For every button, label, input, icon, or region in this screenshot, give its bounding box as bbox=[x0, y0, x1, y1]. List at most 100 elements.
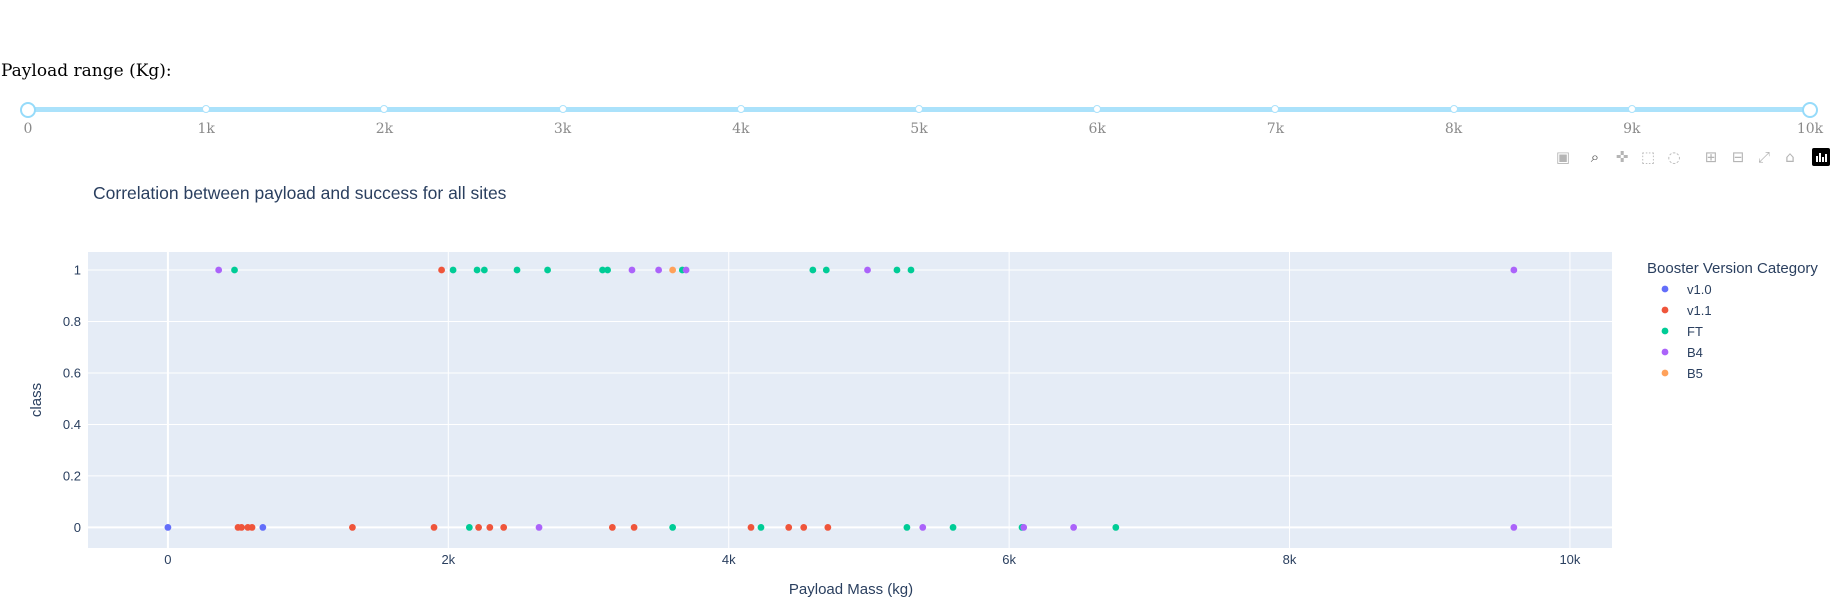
point-ft[interactable] bbox=[903, 524, 911, 531]
point-b4[interactable] bbox=[682, 266, 690, 274]
y-tick-label: 0.6 bbox=[63, 365, 81, 380]
slider-mark-label[interactable]: 9k bbox=[1623, 121, 1641, 137]
pan-icon[interactable]: ✜ bbox=[1615, 148, 1629, 166]
point-v1-1[interactable] bbox=[349, 524, 356, 531]
point-ft[interactable] bbox=[544, 266, 551, 274]
point-v1-1[interactable] bbox=[238, 524, 245, 531]
point-ft[interactable] bbox=[599, 266, 606, 274]
y-tick-label: 1 bbox=[74, 263, 81, 278]
legend-title: Booster Version Category bbox=[1647, 260, 1818, 277]
slider-handle-low[interactable] bbox=[20, 102, 36, 118]
point-v1-1[interactable] bbox=[438, 266, 445, 274]
point-v1-1[interactable] bbox=[430, 524, 438, 531]
point-ft[interactable] bbox=[893, 266, 901, 274]
slider-mark-dot[interactable] bbox=[558, 105, 567, 113]
slider-mark-label[interactable]: 10k bbox=[1796, 121, 1824, 137]
slider-mark-label[interactable]: 2k bbox=[375, 121, 394, 137]
slider-mark-dot[interactable] bbox=[915, 105, 923, 113]
point-ft[interactable] bbox=[822, 266, 830, 274]
slider-mark-dot[interactable] bbox=[1627, 105, 1636, 113]
slider-mark-dot[interactable] bbox=[736, 105, 745, 113]
point-ft[interactable] bbox=[757, 524, 765, 531]
point-v1-1[interactable] bbox=[248, 524, 256, 531]
point-v1-1[interactable] bbox=[800, 524, 808, 531]
point-ft[interactable] bbox=[449, 266, 457, 274]
point-b4[interactable] bbox=[864, 266, 871, 274]
point-v1-1[interactable] bbox=[630, 524, 638, 531]
legend-marker bbox=[1661, 285, 1669, 293]
slider-mark-label[interactable]: 0 bbox=[23, 121, 33, 137]
slider-mark-label[interactable]: 7k bbox=[1266, 121, 1285, 137]
camera-icon[interactable]: ▣ bbox=[1555, 148, 1571, 166]
point-v1-1[interactable] bbox=[608, 524, 616, 531]
slider-mark-dot[interactable] bbox=[202, 105, 211, 113]
x-axis-label: Payload Mass (kg) bbox=[789, 581, 913, 598]
legend-item[interactable]: FT bbox=[1661, 324, 1703, 339]
slider-mark-label[interactable]: 4k bbox=[732, 121, 750, 137]
zoom-in-icon[interactable]: ⊞ bbox=[1704, 148, 1718, 166]
point-b4[interactable] bbox=[1510, 266, 1518, 274]
point-ft[interactable] bbox=[513, 266, 521, 274]
slider-mark-dot[interactable] bbox=[1093, 105, 1102, 113]
point-ft[interactable] bbox=[473, 266, 481, 274]
legend-item[interactable]: B5 bbox=[1661, 366, 1703, 381]
point-b4[interactable] bbox=[1070, 524, 1078, 531]
slider-mark-label[interactable]: 3k bbox=[553, 121, 572, 137]
slider-mark-dot[interactable] bbox=[1271, 105, 1280, 113]
point-ft[interactable] bbox=[809, 266, 817, 274]
point-v1-1[interactable] bbox=[500, 524, 508, 531]
point-b4[interactable] bbox=[919, 524, 927, 531]
slider-mark-label[interactable]: 5k bbox=[910, 121, 928, 137]
payload-range-label: Payload range (Kg): bbox=[1, 61, 172, 81]
point-v1-1[interactable] bbox=[475, 524, 483, 531]
point-ft[interactable] bbox=[949, 524, 957, 531]
slider-mark-label[interactable]: 8k bbox=[1444, 121, 1463, 137]
point-b4[interactable] bbox=[1510, 524, 1518, 531]
point-b5[interactable] bbox=[669, 266, 677, 274]
plotly-logo-icon[interactable] bbox=[1812, 148, 1830, 166]
plot-area[interactable] bbox=[88, 252, 1612, 548]
zoom-out-icon[interactable]: ⊟ bbox=[1731, 148, 1745, 166]
point-b4[interactable] bbox=[1020, 524, 1028, 531]
point-v1-0[interactable] bbox=[164, 524, 172, 531]
point-b4[interactable] bbox=[655, 266, 663, 274]
point-v1-1[interactable] bbox=[824, 524, 832, 531]
y-axis-label: class bbox=[28, 383, 45, 417]
x-tick-label: 10k bbox=[1559, 552, 1580, 567]
slider-mark-label[interactable]: 1k bbox=[197, 121, 215, 137]
point-b4[interactable] bbox=[628, 266, 636, 274]
point-ft[interactable] bbox=[465, 524, 473, 531]
point-v1-1[interactable] bbox=[486, 524, 494, 531]
point-b4[interactable] bbox=[535, 524, 543, 531]
legend-marker bbox=[1661, 369, 1669, 377]
point-v1-0[interactable] bbox=[259, 524, 267, 531]
lasso-icon[interactable]: ◌ bbox=[1667, 148, 1681, 166]
zoom-icon[interactable]: ⌕ bbox=[1590, 148, 1600, 166]
legend-item[interactable]: B4 bbox=[1661, 345, 1703, 360]
legend-item[interactable]: v1.0 bbox=[1661, 282, 1712, 297]
y-tick-labels: 0 0.2 0.4 0.6 0.8 1 bbox=[63, 263, 81, 535]
point-ft[interactable] bbox=[669, 524, 677, 531]
legend-label: v1.1 bbox=[1687, 303, 1712, 318]
legend-marker bbox=[1661, 348, 1669, 356]
autoscale-icon[interactable]: ⤢ bbox=[1757, 148, 1770, 166]
slider-mark-label[interactable]: 6k bbox=[1088, 121, 1106, 137]
point-ft[interactable] bbox=[604, 266, 611, 274]
slider-handle-high[interactable] bbox=[1802, 102, 1818, 118]
x-tick-label: 8k bbox=[1283, 552, 1297, 567]
x-tick-label: 2k bbox=[441, 552, 455, 567]
point-ft[interactable] bbox=[231, 266, 238, 274]
point-b4[interactable] bbox=[215, 266, 223, 274]
point-v1-1[interactable] bbox=[785, 524, 793, 531]
point-ft[interactable] bbox=[907, 266, 915, 274]
slider-mark-dot[interactable] bbox=[1449, 105, 1458, 113]
point-ft[interactable] bbox=[480, 266, 488, 274]
point-v1-1[interactable] bbox=[747, 524, 755, 531]
reset-axes-icon[interactable]: ⌂ bbox=[1785, 148, 1795, 166]
point-ft[interactable] bbox=[1112, 524, 1120, 531]
box-select-icon[interactable]: ⬚ bbox=[1640, 148, 1656, 166]
legend-item[interactable]: v1.1 bbox=[1661, 303, 1712, 318]
legend-marker bbox=[1661, 306, 1669, 314]
slider-mark-dot[interactable] bbox=[380, 105, 389, 113]
